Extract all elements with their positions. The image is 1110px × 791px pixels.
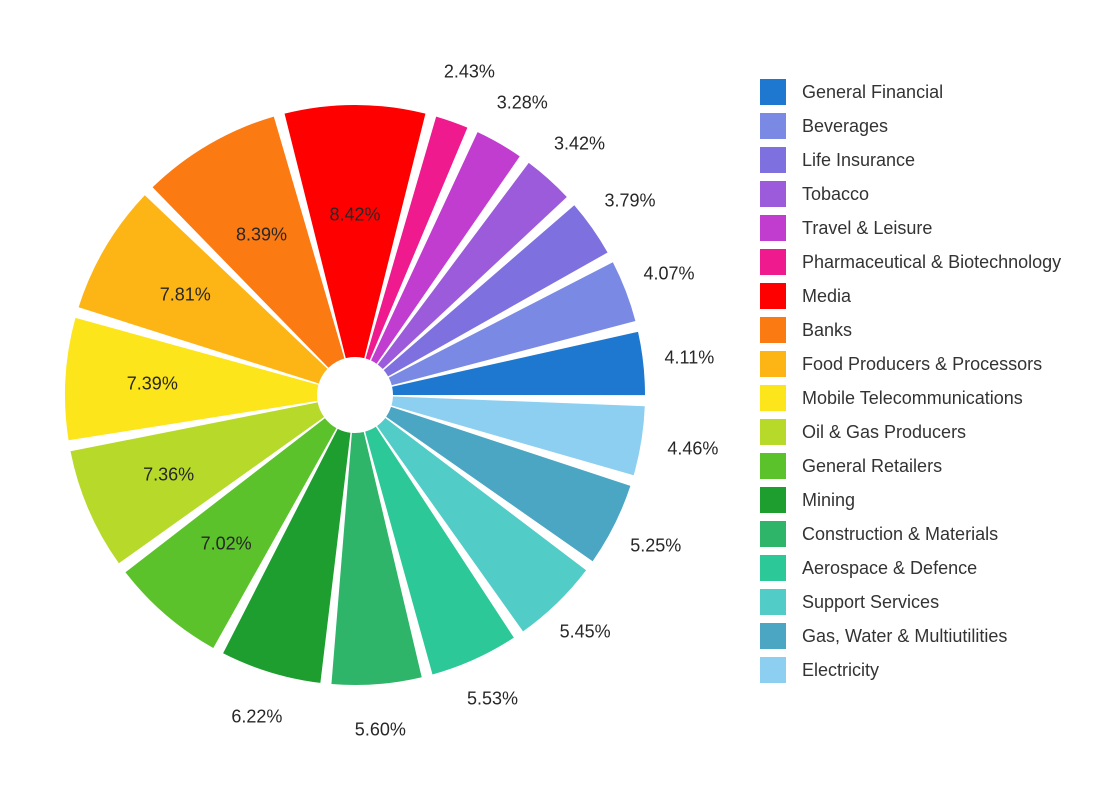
legend-swatch	[760, 419, 786, 445]
legend-item: Banks	[760, 318, 1061, 342]
legend-swatch	[760, 351, 786, 377]
legend-swatch	[760, 453, 786, 479]
slice-label: 2.43%	[444, 62, 495, 83]
legend-label: Mobile Telecommunications	[802, 388, 1023, 409]
legend-item: Mobile Telecommunications	[760, 386, 1061, 410]
legend-label: Travel & Leisure	[802, 218, 932, 239]
pie-chart: 8.42% 2.43%3.28% 3.42% 3.79% 4.07% 4.11% 4.46%…	[0, 0, 720, 786]
legend-item: Media	[760, 284, 1061, 308]
legend-swatch	[760, 317, 786, 343]
slice-label: 8.39%	[236, 224, 287, 245]
legend-label: Media	[802, 286, 851, 307]
legend-label: Tobacco	[802, 184, 869, 205]
slice-label: 5.60%	[355, 720, 406, 741]
legend-label: Support Services	[802, 592, 939, 613]
legend-swatch	[760, 385, 786, 411]
legend-label: Oil & Gas Producers	[802, 422, 966, 443]
legend-label: Aerospace & Defence	[802, 558, 977, 579]
slice-label: 5.45%	[560, 622, 611, 643]
legend-swatch	[760, 79, 786, 105]
legend-swatch	[760, 181, 786, 207]
legend-swatch	[760, 589, 786, 615]
legend-item: Gas, Water & Multiutilities	[760, 624, 1061, 648]
legend-label: Food Producers & Processors	[802, 354, 1042, 375]
slice-label: 4.07%	[644, 264, 695, 285]
legend-item: Food Producers & Processors	[760, 352, 1061, 376]
slice-label: 7.36%	[143, 465, 194, 486]
slice-label: 8.42%	[329, 205, 380, 226]
legend-label: Pharmaceutical & Biotechnology	[802, 252, 1061, 273]
legend-swatch	[760, 623, 786, 649]
legend-swatch	[760, 555, 786, 581]
slice-label: 3.42%	[554, 134, 605, 155]
legend-item: Support Services	[760, 590, 1061, 614]
legend-label: Beverages	[802, 116, 888, 137]
legend-label: Mining	[802, 490, 855, 511]
legend-swatch	[760, 147, 786, 173]
slice-label: 3.28%	[497, 93, 548, 114]
pie-svg	[0, 0, 720, 786]
legend-swatch	[760, 113, 786, 139]
legend-item: General Financial	[760, 80, 1061, 104]
legend-swatch	[760, 283, 786, 309]
legend-item: Beverages	[760, 114, 1061, 138]
legend-label: Gas, Water & Multiutilities	[802, 626, 1007, 647]
legend-label: Life Insurance	[802, 150, 915, 171]
slice-label: 3.79%	[605, 191, 656, 212]
legend-swatch	[760, 487, 786, 513]
legend-label: Banks	[802, 320, 852, 341]
legend-item: Pharmaceutical & Biotechnology	[760, 250, 1061, 274]
slice-label: 7.81%	[160, 284, 211, 305]
legend-item: Travel & Leisure	[760, 216, 1061, 240]
legend-item: Oil & Gas Producers	[760, 420, 1061, 444]
slice-label: 4.46%	[667, 439, 718, 460]
legend-swatch	[760, 521, 786, 547]
legend-label: General Retailers	[802, 456, 942, 477]
legend-label: Electricity	[802, 660, 879, 681]
slice-label: 5.53%	[467, 688, 518, 709]
legend-item: Mining	[760, 488, 1061, 512]
legend-item: Electricity	[760, 658, 1061, 682]
legend-label: Construction & Materials	[802, 524, 998, 545]
legend-item: Life Insurance	[760, 148, 1061, 172]
legend-item: Construction & Materials	[760, 522, 1061, 546]
legend-swatch	[760, 249, 786, 275]
slice-label: 4.11%	[665, 348, 715, 369]
legend-item: Tobacco	[760, 182, 1061, 206]
slice-label: 7.39%	[127, 373, 178, 394]
legend: General Financial Beverages Life Insurance…	[760, 80, 1061, 692]
legend-swatch	[760, 657, 786, 683]
legend-swatch	[760, 215, 786, 241]
legend-label: General Financial	[802, 82, 943, 103]
slice-label: 6.22%	[231, 706, 282, 727]
slice-label: 5.25%	[630, 535, 681, 556]
slice-label: 7.02%	[201, 534, 252, 555]
legend-item: General Retailers	[760, 454, 1061, 478]
legend-item: Aerospace & Defence	[760, 556, 1061, 580]
